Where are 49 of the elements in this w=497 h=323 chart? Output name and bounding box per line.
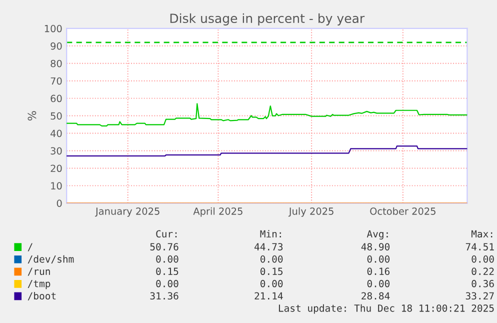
y-tick-label: 10 — [51, 182, 62, 190]
y-tick-label: 20 — [50, 164, 62, 172]
text: 0.00 — [156, 255, 178, 263]
text: Last update: Thu Dec 18 11:00:21 2025 — [278, 304, 494, 314]
text: 33.27 — [466, 292, 494, 300]
y-tick-label: 70 — [50, 77, 62, 85]
y-tick-label: 60 — [50, 94, 62, 102]
legend-label: /dev/shm — [28, 255, 74, 264]
line-series — [66, 145, 468, 157]
text: 74.51 — [466, 243, 494, 250]
text: 0.16 — [367, 268, 390, 276]
chart-title: Disk usage in percent - by year — [170, 13, 365, 26]
text: 0.00 — [367, 255, 390, 263]
y-axis-title: % — [28, 111, 36, 120]
text: 0.15 — [156, 268, 178, 276]
text: 0.00 — [260, 280, 283, 288]
text: 0.00 — [367, 280, 390, 288]
y-tick-label: 0 — [56, 200, 62, 207]
text: Min: — [260, 230, 281, 238]
legend-label: /boot — [28, 292, 56, 300]
y-tick-label: 100 — [44, 24, 62, 32]
text: 48.90 — [361, 243, 390, 250]
x-tick-label: April 2025 — [193, 207, 242, 217]
legend-label: /tmp — [28, 280, 50, 290]
text: 28.84 — [362, 292, 390, 300]
text: 0.15 — [260, 268, 283, 276]
text: 44.73 — [254, 243, 283, 250]
y-tick-label: 80 — [50, 60, 62, 68]
y-tick-label: 40 — [50, 130, 62, 138]
text: 0.00 — [156, 280, 178, 288]
text: 21.14 — [254, 292, 283, 300]
text: 0.22 — [472, 268, 494, 276]
y-tick-label: 90 — [50, 42, 62, 50]
text: 0.00 — [472, 255, 494, 263]
legend-label: / — [28, 243, 32, 252]
legend-label: /run — [28, 268, 50, 276]
x-tick-label: January 2025 — [94, 208, 160, 217]
text: 0.00 — [260, 255, 283, 263]
text: 31.36 — [150, 292, 178, 300]
text: Max: — [472, 230, 492, 238]
y-tick-label: 50 — [50, 112, 62, 120]
x-tick-label: July 2025 — [288, 207, 334, 217]
text: 50.76 — [150, 243, 178, 250]
text: Avg: — [366, 230, 388, 240]
y-tick-label: 30 — [50, 147, 62, 155]
x-tick-label: October 2025 — [370, 207, 436, 215]
line-series — [66, 103, 468, 126]
text: 0.36 — [472, 280, 494, 288]
text: Cur: — [156, 230, 177, 238]
